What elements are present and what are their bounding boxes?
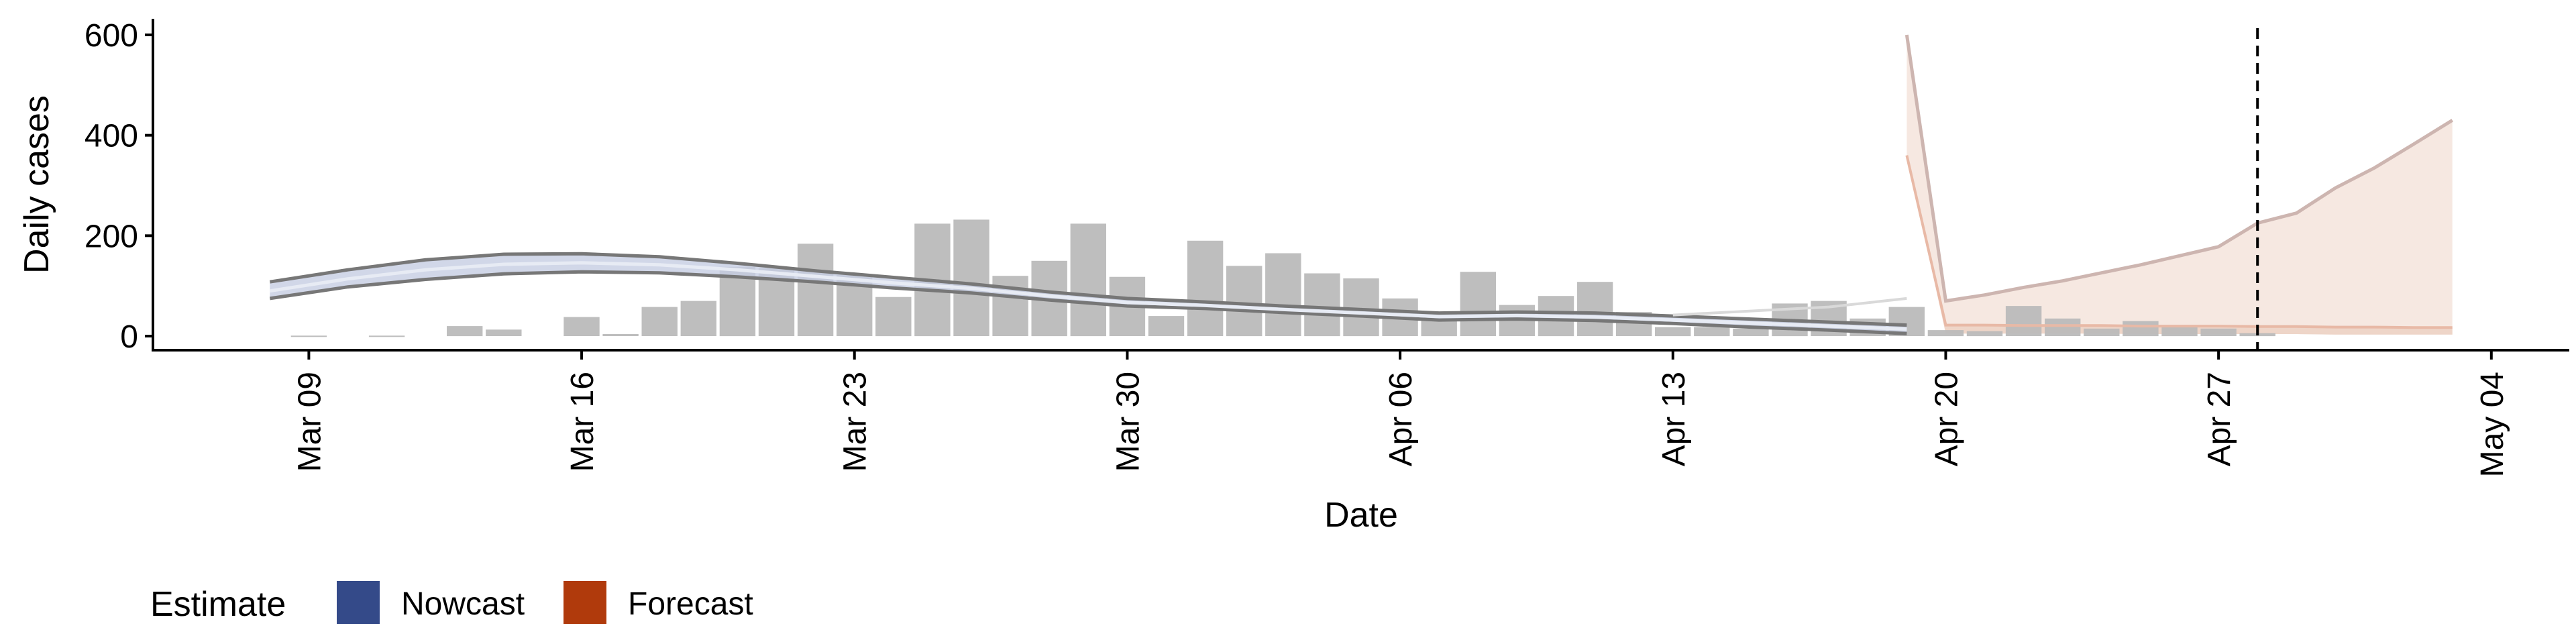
case-bar	[1576, 282, 1613, 336]
case-bar	[1148, 316, 1185, 336]
case-bar	[953, 219, 989, 336]
case-bar	[2161, 327, 2198, 337]
plot-area	[269, 28, 2454, 350]
nowcast-median-line	[269, 261, 1907, 331]
case-bar	[1655, 327, 1691, 337]
case-bar	[680, 301, 716, 336]
case-bar	[1733, 328, 1769, 336]
x-tick-label: Mar 23	[838, 372, 873, 472]
x-tick-label: Apr 20	[1929, 372, 1965, 466]
case-bar	[486, 329, 522, 336]
nowcast-upper-line	[269, 252, 1907, 327]
y-axis-ticks: 0 200 400 600	[85, 18, 153, 355]
case-bar	[1343, 278, 1379, 337]
case-bar	[1927, 330, 1964, 337]
nowcast-lower-line	[269, 270, 1907, 335]
case-bar	[1226, 266, 1263, 337]
legend-label-forecast: Forecast	[628, 586, 753, 622]
nowcast-layer	[269, 252, 1907, 335]
forecast-median-line	[1905, 155, 2453, 329]
case-bar	[2084, 328, 2120, 336]
y-tick-label: 0	[120, 319, 138, 355]
case-bar	[447, 326, 483, 337]
nowcast-faint-tail-line	[1672, 297, 1907, 317]
y-tick-label: 400	[85, 119, 138, 154]
case-bar	[1070, 223, 1106, 337]
x-axis-ticks: Mar 09 Mar 16 Mar 23 Mar 30 Apr 06 Apr 13 Apr …	[292, 350, 2510, 477]
x-tick-label: Mar 09	[292, 372, 327, 472]
case-bar	[1460, 272, 1496, 336]
legend-swatch-forecast	[564, 581, 606, 624]
x-tick-label: Apr 13	[1656, 372, 1692, 466]
case-bar	[1187, 240, 1224, 336]
case-bar	[2123, 321, 2159, 337]
x-tick-label: Mar 16	[565, 372, 600, 472]
case-bar	[2200, 328, 2237, 336]
case-bar	[368, 335, 405, 337]
forecast-upper-line	[1904, 34, 2454, 303]
case-bar	[564, 317, 600, 336]
case-bar	[992, 276, 1028, 336]
forecast-line-layer	[1904, 34, 2454, 329]
case-bar	[2045, 318, 2081, 336]
case-bar	[2005, 306, 2042, 336]
x-axis-title: Date	[1324, 496, 1398, 535]
case-bar	[641, 307, 678, 336]
case-bar	[1966, 331, 2003, 337]
x-tick-label: May 04	[2475, 372, 2510, 477]
case-bar	[290, 335, 327, 337]
y-tick-label: 200	[85, 219, 138, 254]
case-bar	[1265, 253, 1301, 336]
case-bar	[797, 244, 834, 336]
forecast-band-layer	[1907, 35, 2453, 335]
y-tick-label: 600	[85, 18, 138, 54]
case-bar	[602, 334, 639, 336]
legend-swatch-nowcast	[337, 581, 380, 624]
legend-title: Estimate	[150, 585, 286, 624]
y-axis-title: Daily cases	[17, 95, 56, 274]
case-bar	[1304, 273, 1340, 337]
legend: Estimate Nowcast Forecast	[150, 581, 753, 624]
x-tick-label: Apr 06	[1383, 372, 1419, 466]
x-tick-label: Apr 27	[2202, 372, 2237, 466]
legend-label-nowcast: Nowcast	[401, 586, 525, 622]
case-bar	[1694, 327, 1730, 337]
forecast-band	[1907, 35, 2453, 335]
x-tick-label: Mar 30	[1110, 372, 1146, 472]
case-bar	[875, 297, 912, 337]
